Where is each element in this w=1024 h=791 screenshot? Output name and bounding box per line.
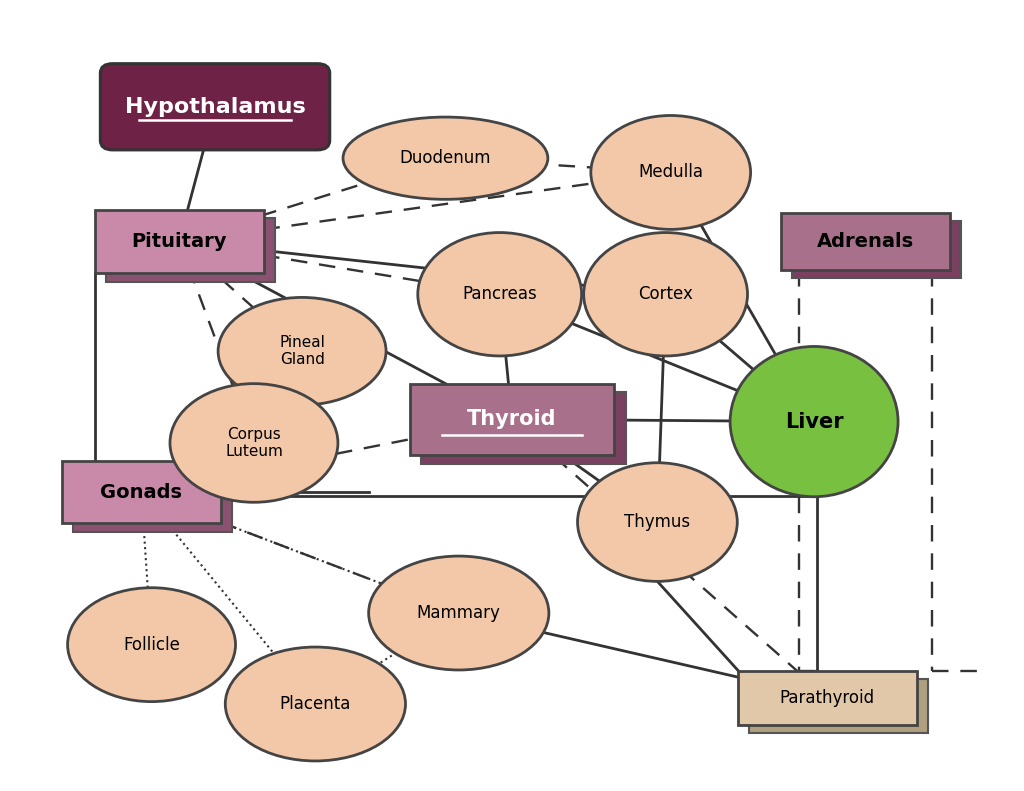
Text: Thyroid: Thyroid: [467, 409, 557, 430]
Ellipse shape: [578, 463, 737, 581]
Ellipse shape: [584, 233, 748, 356]
Ellipse shape: [369, 556, 549, 670]
Text: Pineal
Gland: Pineal Gland: [280, 335, 325, 367]
Text: Parathyroid: Parathyroid: [780, 689, 874, 706]
Text: Hypothalamus: Hypothalamus: [125, 97, 305, 117]
FancyBboxPatch shape: [62, 461, 221, 523]
FancyBboxPatch shape: [780, 213, 950, 270]
Ellipse shape: [591, 115, 751, 229]
FancyBboxPatch shape: [737, 671, 918, 725]
Text: Cortex: Cortex: [638, 286, 693, 303]
Text: Gonads: Gonads: [100, 483, 182, 501]
Text: Liver: Liver: [784, 411, 844, 432]
Ellipse shape: [343, 117, 548, 199]
FancyBboxPatch shape: [74, 470, 231, 532]
Text: Duodenum: Duodenum: [399, 149, 492, 167]
Ellipse shape: [218, 297, 386, 405]
Text: Pancreas: Pancreas: [463, 286, 537, 303]
FancyBboxPatch shape: [793, 221, 961, 278]
Ellipse shape: [170, 384, 338, 502]
Ellipse shape: [68, 588, 236, 702]
Text: Adrenals: Adrenals: [817, 232, 913, 251]
FancyBboxPatch shape: [750, 679, 929, 733]
Text: Thymus: Thymus: [625, 513, 690, 531]
Text: Follicle: Follicle: [123, 636, 180, 653]
FancyBboxPatch shape: [105, 218, 274, 282]
Text: Pituitary: Pituitary: [131, 232, 227, 251]
FancyBboxPatch shape: [100, 64, 330, 149]
FancyBboxPatch shape: [421, 392, 626, 464]
Text: Corpus
Luteum: Corpus Luteum: [225, 427, 283, 459]
Text: Mammary: Mammary: [417, 604, 501, 622]
FancyBboxPatch shape: [94, 210, 264, 273]
Ellipse shape: [225, 647, 406, 761]
Text: Medulla: Medulla: [638, 164, 703, 181]
FancyBboxPatch shape: [410, 384, 614, 455]
Text: Placenta: Placenta: [280, 695, 351, 713]
Ellipse shape: [418, 233, 582, 356]
Ellipse shape: [730, 346, 898, 497]
